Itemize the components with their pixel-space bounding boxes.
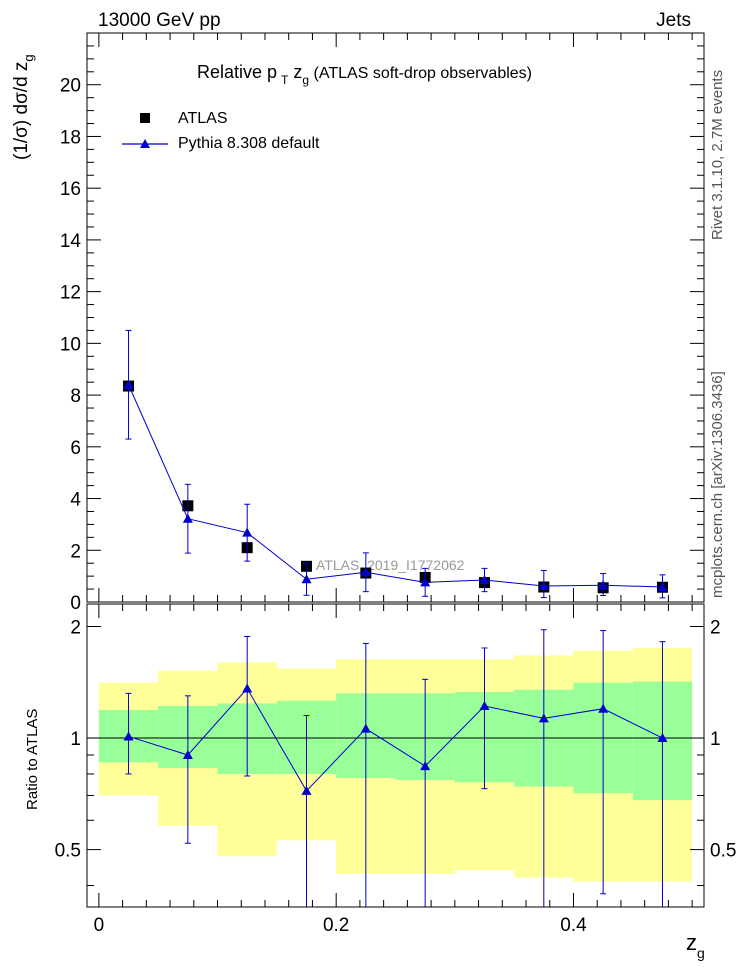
header-right: Jets <box>656 10 691 31</box>
ratio-data-point <box>242 683 253 693</box>
main-y-tick-label: 8 <box>70 386 81 407</box>
ratio-pythia-line <box>128 687 663 792</box>
x-tick-label: 0.4 <box>560 915 587 936</box>
ratio-data-point <box>301 785 312 795</box>
main-y-tick-label: 4 <box>70 490 81 511</box>
ratio-y-tick-label-right: 1 <box>710 729 721 750</box>
main-y-tick-label: 14 <box>60 231 82 252</box>
main-y-tick-label: 6 <box>70 438 81 459</box>
pythia-data-point <box>301 574 312 584</box>
pythia-data-point <box>360 567 371 577</box>
main-y-tick-label: 2 <box>70 541 81 562</box>
main-y-tick-label: 12 <box>60 283 81 304</box>
ratio-data-point <box>123 731 134 741</box>
x-axis-label: zg <box>686 930 705 961</box>
pythia-data-point <box>420 577 431 587</box>
x-tick-label: 0.2 <box>323 915 349 936</box>
main-y-tick-label: 16 <box>60 179 81 200</box>
ratio-data-point <box>598 703 609 713</box>
ratio-data-point <box>657 733 668 743</box>
ratio-data-point <box>420 761 431 771</box>
mcplots-label: mcplots.cern.ch [arXiv:1306.3436] <box>709 371 726 598</box>
x-tick-label: 0 <box>94 915 105 936</box>
main-y-tick-label: 20 <box>60 76 81 97</box>
ratio-data-point <box>538 713 549 723</box>
legend-atlas-marker <box>140 113 150 123</box>
ratio-y-tick-label-left: 0.5 <box>55 841 81 862</box>
ratio-data-point <box>360 723 371 733</box>
ratio-y-tick-label-left: 2 <box>70 617 81 638</box>
pythia-data-point <box>479 575 490 585</box>
ratio-y-tick-label-left: 1 <box>70 729 81 750</box>
pythia-line <box>128 384 663 588</box>
ratio-data-point <box>479 701 490 711</box>
rivet-label: Rivet 3.1.10, 2.7M events <box>709 70 726 240</box>
ratio-ylabel: Ratio to ATLAS <box>24 709 41 810</box>
ratio-y-tick-label-right: 2 <box>710 617 721 638</box>
pythia-data-point <box>538 580 549 590</box>
main-ylabel: (1/σ) dσ/d zg <box>11 54 36 160</box>
pythia-data-point <box>182 513 193 523</box>
pythia-data-point <box>242 527 253 537</box>
analysis-watermark: ATLAS_2019_I1772062 <box>316 557 465 573</box>
pythia-data-point <box>657 581 668 591</box>
ratio-y-tick-label-right: 0.5 <box>710 841 736 862</box>
main-plot: 0 2 4 6 8 10 12 14 16 18 20 <box>60 32 705 614</box>
main-y-tick-label: 18 <box>60 127 81 148</box>
main-y-tick-label: 0 <box>70 593 81 614</box>
legend-pythia-marker <box>140 139 150 148</box>
legend-pythia-label: Pythia 8.308 default <box>178 135 320 152</box>
ratio-plot: 0.5 0.5 1 1 2 2 0 0.2 0.4 <box>55 603 736 936</box>
ratio-data-point <box>182 750 193 760</box>
main-y-tick-label: 10 <box>60 334 81 355</box>
header-left: 13000 GeV pp <box>98 10 221 31</box>
legend-atlas-label: ATLAS <box>178 110 228 127</box>
pythia-data-point <box>598 580 609 590</box>
pythia-data-point <box>123 379 134 389</box>
